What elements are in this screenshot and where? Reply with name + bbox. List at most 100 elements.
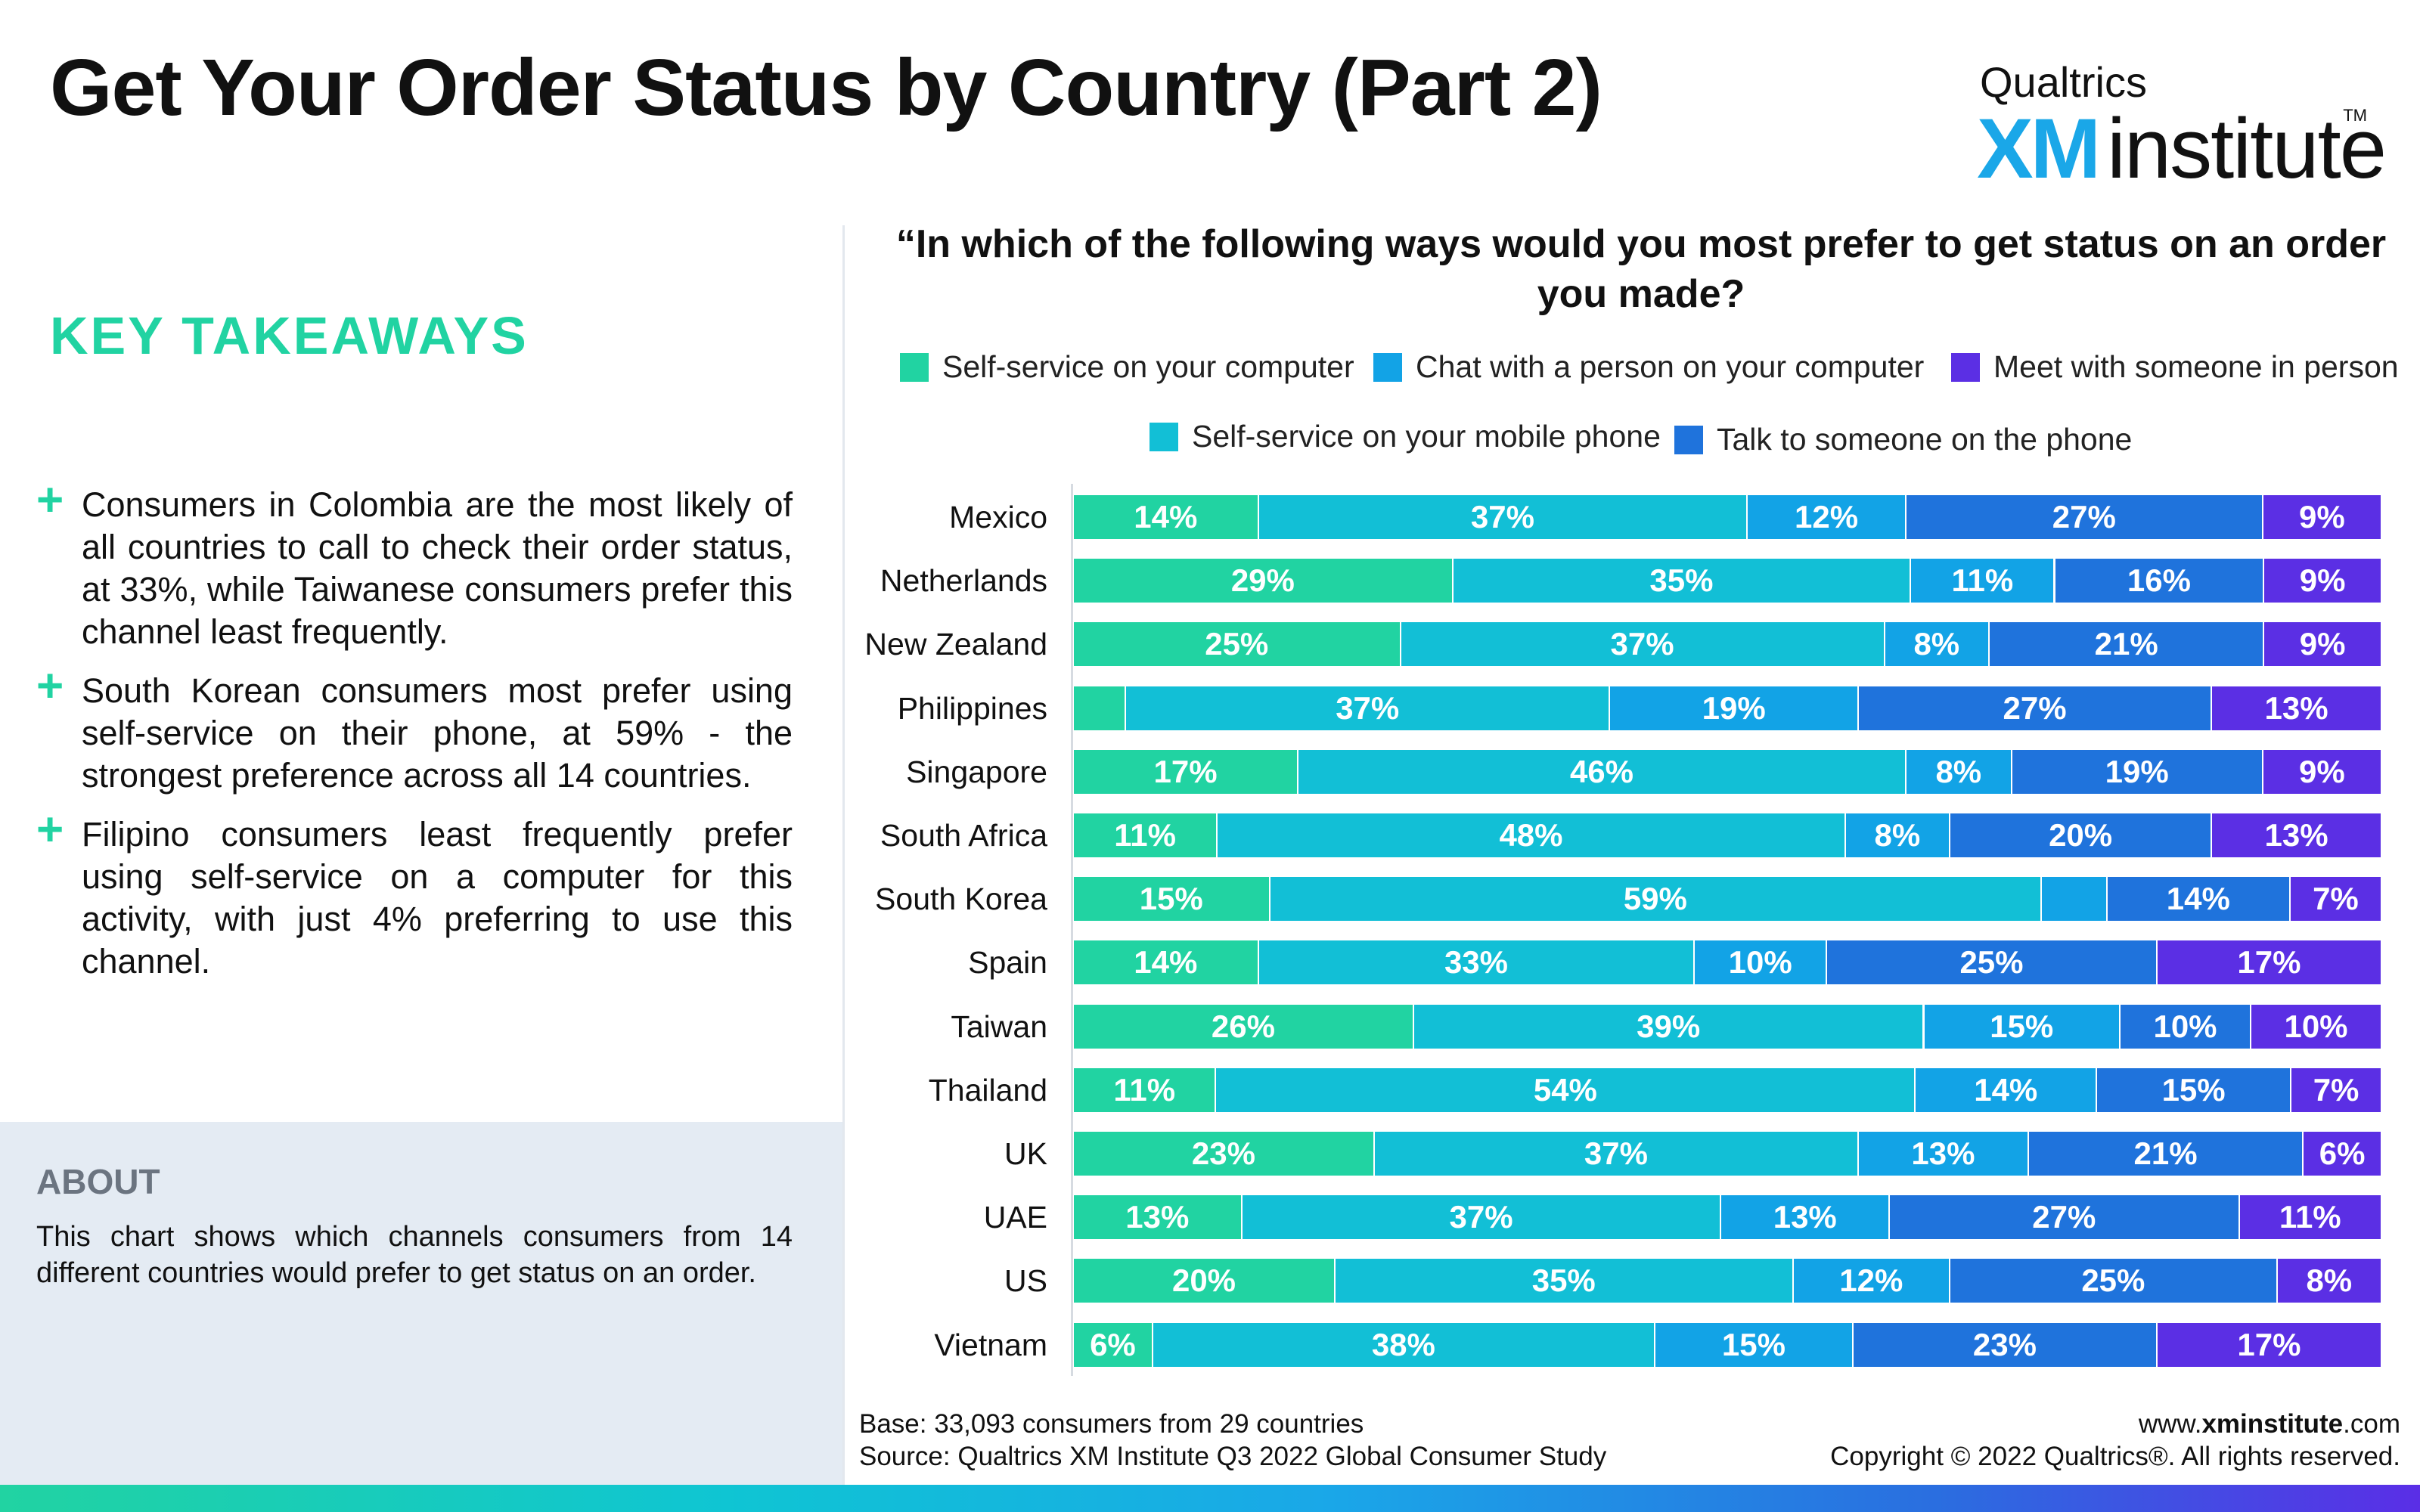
bar-taiwan-meet-with-someone-in-person: 10% bbox=[2251, 1004, 2381, 1049]
bar-new-zealand-chat-with-a-person-on-your-computer: 8% bbox=[1885, 622, 1988, 667]
bar-netherlands-meet-with-someone-in-person: 9% bbox=[2264, 559, 2381, 603]
bar-taiwan-chat-with-a-person-on-your-computer: 15% bbox=[1924, 1004, 2119, 1049]
bar-uae-chat-with-a-person-on-your-computer: 13% bbox=[1721, 1195, 1889, 1240]
takeaways-list: + Consumers in Colombia are the most lik… bbox=[36, 477, 793, 999]
bar-south-korea-talk-to-someone-on-the-phone: 14% bbox=[2107, 877, 2289, 922]
legend-item-chat-computer: Chat with a person on your computer bbox=[1373, 349, 1924, 385]
stacked-bar-chart: Mexico 14% 37% 12% 27% 9% Netherlands 29% 35% 11%… bbox=[855, 484, 2390, 1391]
takeaway-text: South Korean consumers most prefer using… bbox=[82, 671, 793, 795]
legend-swatch bbox=[1373, 352, 1402, 382]
logo-trademark: TM bbox=[2343, 106, 2367, 125]
category-label-south-africa: South Africa bbox=[880, 818, 1047, 853]
bar-south-korea-self-service-on-your-mobile-phone: 59% bbox=[1270, 877, 2041, 922]
bar-uk-self-service-on-your-computer: 23% bbox=[1074, 1132, 1373, 1176]
bar-vietnam-talk-to-someone-on-the-phone: 23% bbox=[1854, 1322, 2156, 1367]
legend-swatch bbox=[1674, 425, 1703, 454]
legend-swatch bbox=[900, 352, 929, 382]
bar-thailand-meet-with-someone-in-person: 7% bbox=[2291, 1067, 2381, 1112]
legend-item-self-service-computer: Self-service on your computer bbox=[900, 349, 1354, 385]
bar-singapore-meet-with-someone-in-person: 9% bbox=[2263, 749, 2381, 794]
chart-title: “In which of the following ways would yo… bbox=[895, 222, 2387, 316]
bar-uae-talk-to-someone-on-the-phone: 27% bbox=[1890, 1195, 2238, 1240]
bar-thailand-self-service-on-your-mobile-phone: 54% bbox=[1216, 1067, 1915, 1112]
legend-label: Meet with someone in person bbox=[1993, 349, 2399, 384]
bar-spain-talk-to-someone-on-the-phone: 25% bbox=[1827, 940, 2156, 985]
bar-taiwan-self-service-on-your-computer: 26% bbox=[1074, 1004, 1413, 1049]
legend-item-meet-in-person: Meet with someone in person bbox=[1951, 349, 2399, 385]
bar-mexico-self-service-on-your-mobile-phone: 37% bbox=[1258, 495, 1747, 539]
bar-vietnam-meet-with-someone-in-person: 17% bbox=[2157, 1322, 2381, 1367]
bar-uk-self-service-on-your-mobile-phone: 37% bbox=[1374, 1132, 1857, 1176]
plus-icon: + bbox=[36, 474, 64, 526]
bar-new-zealand-talk-to-someone-on-the-phone: 21% bbox=[1990, 622, 2263, 667]
legend-swatch bbox=[1951, 352, 1980, 382]
bar-netherlands-chat-with-a-person-on-your-computer: 11% bbox=[1911, 559, 2054, 603]
bar-south-africa-self-service-on-your-computer: 11% bbox=[1074, 813, 1217, 857]
category-label-uk: UK bbox=[1004, 1136, 1047, 1171]
bar-uae-self-service-on-your-mobile-phone: 37% bbox=[1242, 1195, 1720, 1240]
bar-thailand-talk-to-someone-on-the-phone: 15% bbox=[2097, 1067, 2291, 1112]
bar-singapore-talk-to-someone-on-the-phone: 19% bbox=[2012, 749, 2262, 794]
category-label-spain: Spain bbox=[968, 945, 1047, 981]
takeaway-text: Consumers in Colombia are the most likel… bbox=[82, 485, 793, 651]
bar-south-africa-chat-with-a-person-on-your-computer: 8% bbox=[1845, 813, 1950, 857]
category-label-new-zealand: New Zealand bbox=[864, 627, 1047, 662]
footer-source: Base: 33,093 consumers from 29 countries… bbox=[859, 1408, 1606, 1473]
bar-south-korea-self-service-on-your-computer: 15% bbox=[1074, 877, 1269, 922]
category-label-mexico: Mexico bbox=[949, 500, 1047, 534]
category-label-thailand: Thailand bbox=[928, 1072, 1047, 1108]
section-divider bbox=[842, 225, 845, 1497]
category-label-singapore: Singapore bbox=[906, 754, 1047, 789]
footer-copyright: www.xminstitute.com Copyright © 2022 Qua… bbox=[1830, 1408, 2400, 1473]
bar-netherlands-self-service-on-your-mobile-phone: 35% bbox=[1453, 559, 1910, 603]
bar-netherlands-talk-to-someone-on-the-phone: 16% bbox=[2055, 559, 2263, 603]
bar-vietnam-self-service-on-your-mobile-phone: 38% bbox=[1153, 1322, 1654, 1367]
plus-icon: + bbox=[36, 660, 64, 712]
bar-us-talk-to-someone-on-the-phone: 25% bbox=[1950, 1259, 2276, 1303]
footer-base: Base: 33,093 consumers from 29 countries bbox=[859, 1409, 1364, 1439]
category-label-philippines: Philippines bbox=[897, 690, 1047, 726]
bar-south-korea-chat-with-a-person-on-your-computer bbox=[2042, 877, 2106, 922]
plus-icon: + bbox=[36, 804, 64, 856]
legend-item-self-service-mobile: Self-service on your mobile phone bbox=[1150, 419, 1661, 454]
category-label-taiwan: Taiwan bbox=[951, 1009, 1047, 1044]
about-text: This chart shows which channels consumer… bbox=[36, 1221, 793, 1289]
takeaway-item: + Filipino consumers least frequently pr… bbox=[36, 807, 793, 983]
category-label-uae: UAE bbox=[983, 1200, 1047, 1235]
bar-south-africa-talk-to-someone-on-the-phone: 20% bbox=[1950, 813, 2211, 857]
category-axis-line bbox=[1071, 484, 1073, 1376]
legend-item-talk-phone: Talk to someone on the phone bbox=[1674, 422, 2132, 457]
bar-mexico-talk-to-someone-on-the-phone: 27% bbox=[1906, 495, 2262, 539]
logo-xm: XM bbox=[1977, 101, 2101, 196]
bar-singapore-self-service-on-your-computer: 17% bbox=[1074, 749, 1298, 794]
bar-philippines-chat-with-a-person-on-your-computer: 19% bbox=[1610, 686, 1857, 730]
about-panel: ABOUT This chart shows which channels co… bbox=[0, 1122, 842, 1485]
bar-mexico-chat-with-a-person-on-your-computer: 12% bbox=[1748, 495, 1905, 539]
bar-uk-meet-with-someone-in-person: 6% bbox=[2304, 1132, 2381, 1176]
bar-spain-meet-with-someone-in-person: 17% bbox=[2157, 940, 2381, 985]
takeaway-item: + Consumers in Colombia are the most lik… bbox=[36, 477, 793, 653]
category-label-us: US bbox=[1004, 1263, 1047, 1299]
category-label-vietnam: Vietnam bbox=[934, 1327, 1047, 1362]
bar-singapore-self-service-on-your-mobile-phone: 46% bbox=[1298, 749, 1905, 794]
bar-taiwan-talk-to-someone-on-the-phone: 10% bbox=[2121, 1004, 2250, 1049]
qualtrics-xm-institute-logo: Qualtrics XM institute TM bbox=[1974, 57, 2387, 196]
footer-url[interactable]: www.xminstitute.com bbox=[2138, 1409, 2400, 1439]
bar-south-korea-meet-with-someone-in-person: 7% bbox=[2290, 877, 2381, 922]
bottom-gradient-strip bbox=[0, 1485, 2420, 1512]
bar-us-self-service-on-your-computer: 20% bbox=[1074, 1259, 1334, 1303]
bar-mexico-self-service-on-your-computer: 14% bbox=[1074, 495, 1258, 539]
bar-new-zealand-self-service-on-your-mobile-phone: 37% bbox=[1401, 622, 1884, 667]
bar-uk-talk-to-someone-on-the-phone: 21% bbox=[2028, 1132, 2303, 1176]
bar-vietnam-self-service-on-your-computer: 6% bbox=[1074, 1322, 1152, 1367]
bar-thailand-chat-with-a-person-on-your-computer: 14% bbox=[1916, 1067, 2096, 1112]
takeaway-text: Filipino consumers least frequently pref… bbox=[82, 815, 793, 981]
takeaways-heading: KEY TAKEAWAYS bbox=[50, 306, 529, 365]
legend-label: Talk to someone on the phone bbox=[1717, 422, 2133, 457]
bar-netherlands-self-service-on-your-computer: 29% bbox=[1074, 559, 1452, 603]
bar-philippines-self-service-on-your-mobile-phone: 37% bbox=[1126, 686, 1609, 730]
bar-spain-self-service-on-your-computer: 14% bbox=[1074, 940, 1258, 985]
bar-thailand-self-service-on-your-computer: 11% bbox=[1074, 1067, 1215, 1112]
logo-institute: institute bbox=[2107, 101, 2387, 196]
footer-copyright-text: Copyright © 2022 Qualtrics®. All rights … bbox=[1830, 1442, 2400, 1471]
